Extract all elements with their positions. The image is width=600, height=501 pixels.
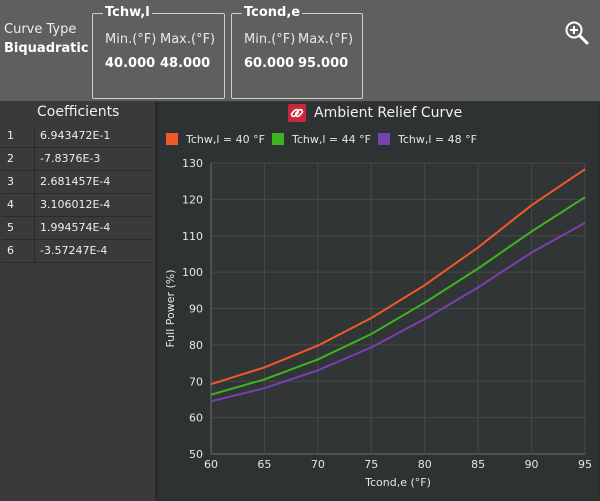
row-index: 3 (2, 171, 35, 193)
tcond-max-label: Max.(°F) (298, 32, 354, 47)
link-icon[interactable] (288, 104, 306, 122)
y-tick-label: 50 (189, 448, 203, 461)
y-tick-label: 110 (182, 230, 203, 243)
y-axis-label: Full Power (%) (164, 269, 177, 347)
tchw-range-box: Tchw,l Min.(°F) Max.(°F) 40.000 48.000 (92, 5, 225, 99)
table-row: 2 -7.8376E-3 (2, 148, 152, 171)
coefficient-value: 2.681457E-4 (40, 175, 111, 188)
chart-header: Ambient Relief Curve (288, 103, 462, 123)
row-index: 2 (2, 148, 35, 170)
coefficient-value: 1.994574E-4 (40, 221, 111, 234)
table-row: 5 1.994574E-4 (2, 217, 152, 240)
curve-type: Curve Type Biquadratic (4, 22, 89, 56)
x-tick-label: 70 (311, 458, 325, 471)
tchw-max-label: Max.(°F) (160, 32, 216, 47)
tchw-max-value: 48.000 (160, 56, 211, 71)
tchw-range-title: Tchw,l (103, 5, 152, 20)
y-tick-label: 90 (189, 303, 203, 316)
x-tick-label: 90 (525, 458, 539, 471)
table-row: 4 3.106012E-4 (2, 194, 152, 217)
y-tick-label: 70 (189, 375, 203, 388)
coefficient-value: 6.943472E-1 (40, 129, 111, 142)
y-tick-label: 80 (189, 339, 203, 352)
tchw-min-value: 40.000 (105, 56, 156, 71)
y-tick-label: 100 (182, 266, 203, 279)
row-index: 4 (2, 194, 35, 216)
x-tick-label: 95 (578, 458, 592, 471)
x-tick-label: 80 (418, 458, 432, 471)
chart-title: Ambient Relief Curve (314, 105, 463, 121)
tcond-max-value: 95.000 (298, 56, 349, 71)
tcond-range-box: Tcond,e Min.(°F) Max.(°F) 60.000 95.000 (231, 5, 363, 99)
curve-info-panel: Curve Type Biquadratic Tchw,l Min.(°F) M… (0, 0, 600, 102)
row-index: 6 (2, 240, 35, 262)
table-row: 6 -3.57247E-4 (2, 240, 152, 263)
legend-label-1: Tchw,l = 40 °F (185, 133, 265, 146)
series-line-1 (210, 168, 586, 386)
coefficient-value: -3.57247E-4 (40, 244, 108, 257)
coefficient-value: 3.106012E-4 (40, 198, 111, 211)
x-tick-label: 75 (364, 458, 378, 471)
x-axis-label: Tcond,e (°F) (364, 476, 431, 489)
legend-label-3: Tchw,l = 48 °F (397, 133, 477, 146)
coefficient-value: -7.8376E-3 (40, 152, 101, 165)
tcond-min-label: Min.(°F) (244, 32, 296, 47)
x-tick-label: 65 (257, 458, 271, 471)
table-row: 3 2.681457E-4 (2, 171, 152, 194)
y-tick-label: 120 (182, 193, 203, 206)
x-tick-label: 60 (204, 458, 218, 471)
y-tick-label: 60 (189, 412, 203, 425)
tcond-min-value: 60.000 (244, 56, 295, 71)
legend-swatch-2 (272, 133, 284, 145)
series-line-3 (210, 221, 586, 403)
coefficients-title: Coefficients (37, 104, 120, 120)
row-index: 5 (2, 217, 35, 239)
tchw-min-label: Min.(°F) (105, 32, 157, 47)
legend-swatch-3 (378, 133, 390, 145)
row-index: 1 (2, 125, 35, 147)
legend-label-2: Tchw,l = 44 °F (291, 133, 371, 146)
curve-type-value: Biquadratic (4, 41, 89, 56)
table-row: 1 6.943472E-1 (2, 125, 152, 148)
y-tick-label: 130 (182, 157, 203, 170)
legend-swatch-1 (166, 133, 178, 145)
curve-type-label: Curve Type (4, 22, 77, 37)
zoom-in-icon[interactable] (564, 20, 590, 46)
tcond-range-title: Tcond,e (242, 5, 303, 20)
x-tick-label: 85 (471, 458, 485, 471)
series-line-2 (210, 196, 586, 396)
coefficients-panel (0, 102, 155, 501)
